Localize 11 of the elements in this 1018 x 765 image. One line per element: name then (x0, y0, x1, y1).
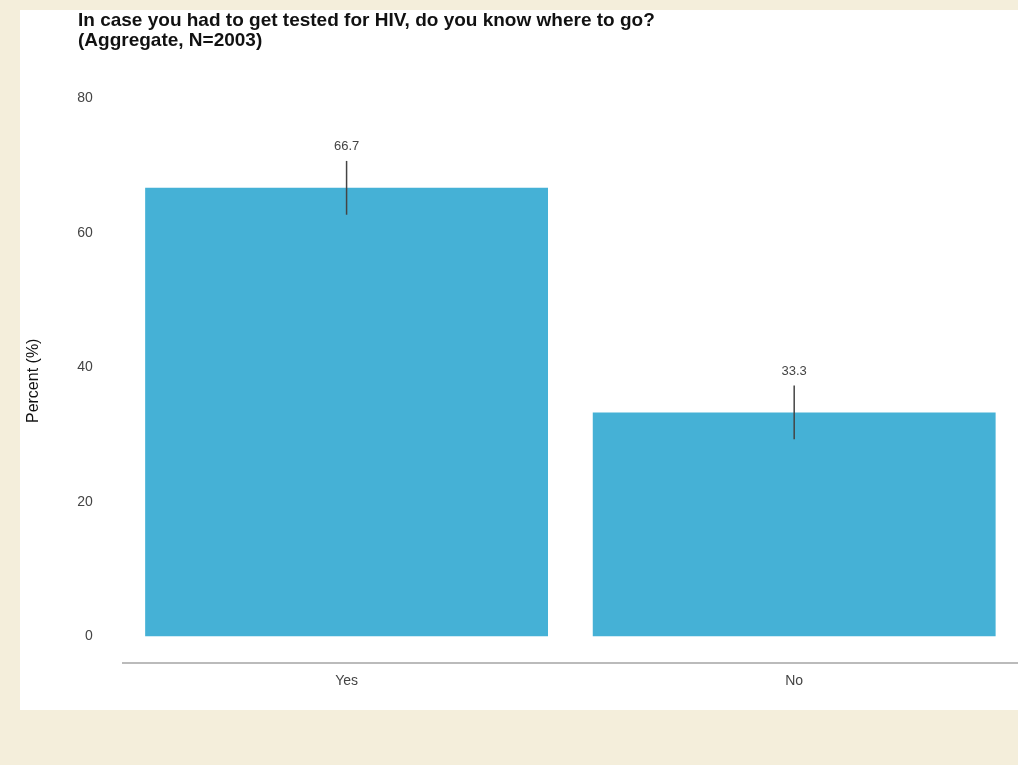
y-tick-label: 80 (77, 89, 93, 106)
data-label: 33.3 (781, 362, 807, 378)
y-tick-label: 20 (77, 492, 93, 509)
y-tick-label: 60 (77, 223, 93, 240)
x-tick-label: No (785, 672, 804, 689)
data-label: 66.7 (333, 138, 360, 154)
y-axis-title: Percent (%) (24, 338, 42, 424)
chart-title: In case you had to get tested for HIV, do you know where to go? (Aggregate, N=2003) (78, 9, 655, 50)
y-tick-label: 40 (77, 358, 93, 375)
y-tick-label: 0 (84, 627, 93, 644)
x-tick-label: Yes (335, 672, 358, 689)
